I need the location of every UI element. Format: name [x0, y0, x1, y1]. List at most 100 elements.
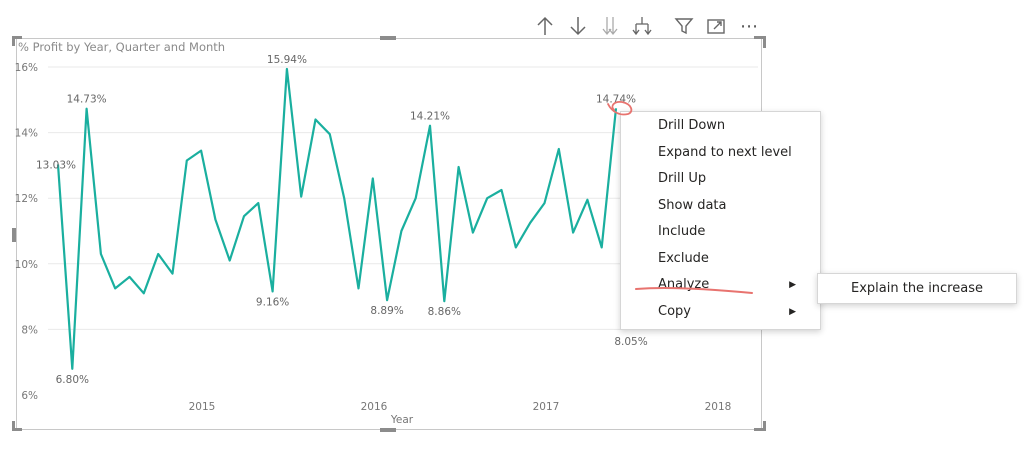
focus-mode-icon[interactable] — [702, 12, 730, 40]
data-point[interactable] — [499, 187, 505, 193]
y-tick-label: 14% — [15, 128, 38, 140]
data-point[interactable] — [556, 146, 562, 152]
analyze-submenu: Explain the increase — [817, 273, 1017, 304]
filter-icon[interactable] — [670, 12, 698, 40]
data-point[interactable] — [112, 285, 118, 291]
menu-item-label: Analyze — [658, 277, 710, 292]
y-tick-label: 12% — [15, 193, 38, 205]
data-label: 8.89% — [370, 305, 403, 317]
double-arrow-down-icon[interactable] — [596, 12, 624, 40]
data-point[interactable] — [298, 194, 304, 200]
data-point[interactable] — [484, 195, 490, 201]
submenu-item-explain-the-increase[interactable]: Explain the increase — [851, 281, 983, 296]
data-label: 15.94% — [267, 54, 307, 66]
y-tick-label: 16% — [15, 62, 38, 74]
y-tick-label: 10% — [15, 259, 38, 271]
data-label: 8.05% — [614, 336, 647, 348]
chevron-right-icon: ▶ — [789, 307, 796, 317]
menu-item-expand-to-next-level[interactable]: Expand to next level — [621, 140, 820, 166]
data-point[interactable] — [355, 285, 361, 291]
data-point[interactable] — [341, 195, 347, 201]
data-point[interactable] — [413, 195, 419, 201]
visual-header-toolbar: ⋯ — [530, 12, 770, 40]
resize-handle-top-left-v[interactable] — [12, 36, 15, 46]
data-point[interactable] — [370, 176, 376, 182]
data-point[interactable] — [470, 230, 476, 236]
more-options-icon[interactable]: ⋯ — [740, 15, 758, 37]
resize-handle-top[interactable] — [380, 36, 396, 40]
menu-item-analyze[interactable]: Analyze ▶ — [621, 272, 820, 298]
data-point[interactable] — [198, 148, 204, 154]
menu-item-label: Drill Down — [658, 118, 726, 133]
data-point[interactable] — [541, 200, 547, 206]
menu-item-label: Copy — [658, 304, 691, 319]
data-point[interactable] — [599, 244, 605, 250]
expand-hierarchy-icon[interactable] — [628, 12, 656, 40]
data-point[interactable] — [241, 213, 247, 219]
data-point[interactable] — [127, 274, 133, 280]
menu-item-label: Drill Up — [658, 171, 707, 186]
menu-item-label: Include — [658, 224, 706, 239]
menu-item-label: Show data — [658, 198, 727, 213]
data-point[interactable] — [513, 244, 519, 250]
menu-item-drill-up[interactable]: Drill Up — [621, 166, 820, 192]
data-point[interactable] — [327, 131, 333, 137]
menu-item-label: Exclude — [658, 251, 709, 266]
menu-item-copy[interactable]: Copy ▶ — [621, 299, 820, 325]
x-tick-label: 2015 — [189, 401, 216, 413]
chart-title: % Profit by Year, Quarter and Month — [18, 40, 226, 54]
menu-item-show-data[interactable]: Show data — [621, 193, 820, 219]
x-axis-label: Year — [390, 414, 414, 426]
x-tick-label: 2016 — [361, 401, 388, 413]
data-point[interactable] — [155, 251, 161, 257]
x-tick-label: 2018 — [705, 401, 732, 413]
data-label: 14.74% — [596, 93, 636, 105]
drill-down-arrow-icon[interactable] — [564, 12, 592, 40]
data-point[interactable] — [441, 298, 447, 304]
menu-item-label: Expand to next level — [658, 145, 792, 160]
resize-handle-top-right-v[interactable] — [763, 36, 766, 48]
resize-handle-top-left[interactable] — [12, 36, 22, 39]
data-label: 9.16% — [256, 296, 289, 308]
data-point[interactable] — [613, 105, 619, 111]
data-point[interactable] — [284, 66, 290, 72]
data-point[interactable] — [141, 290, 147, 296]
resize-handle-bottom-right-v[interactable] — [763, 421, 766, 431]
data-point[interactable] — [227, 258, 233, 264]
data-point[interactable] — [212, 217, 218, 223]
menu-item-exclude[interactable]: Exclude — [621, 246, 820, 272]
menu-item-include[interactable]: Include — [621, 219, 820, 245]
data-point[interactable] — [527, 220, 533, 226]
resize-handle-bottom-left-v[interactable] — [12, 421, 15, 431]
data-point[interactable] — [584, 197, 590, 203]
data-point[interactable] — [69, 366, 75, 372]
series-line[interactable] — [56, 67, 618, 370]
drill-up-arrow-icon[interactable] — [531, 12, 559, 40]
data-point[interactable] — [270, 288, 276, 294]
data-point[interactable] — [98, 251, 104, 257]
data-label: 6.80% — [56, 374, 89, 386]
resize-handle-left[interactable] — [12, 228, 16, 242]
y-tick-label: 8% — [21, 324, 38, 336]
data-point[interactable] — [255, 200, 261, 206]
data-label: 14.73% — [67, 94, 107, 106]
data-label: 13.03% — [36, 159, 76, 171]
data-point[interactable] — [169, 271, 175, 277]
resize-handle-top-right[interactable] — [754, 36, 766, 39]
y-tick-label: 6% — [21, 390, 38, 402]
data-point[interactable] — [570, 230, 576, 236]
data-label: 8.86% — [428, 306, 461, 318]
data-point[interactable] — [84, 106, 90, 112]
chevron-right-icon: ▶ — [789, 280, 796, 290]
resize-handle-bottom[interactable] — [380, 428, 396, 432]
data-point[interactable] — [184, 157, 190, 163]
data-point[interactable] — [398, 228, 404, 234]
data-point[interactable] — [427, 123, 433, 129]
data-point[interactable] — [384, 297, 390, 303]
data-point[interactable] — [456, 164, 462, 170]
resize-handle-bottom-right[interactable] — [754, 428, 766, 431]
data-point[interactable] — [313, 116, 319, 122]
menu-item-drill-down[interactable]: Drill Down — [621, 113, 820, 139]
resize-handle-bottom-left[interactable] — [12, 428, 22, 431]
